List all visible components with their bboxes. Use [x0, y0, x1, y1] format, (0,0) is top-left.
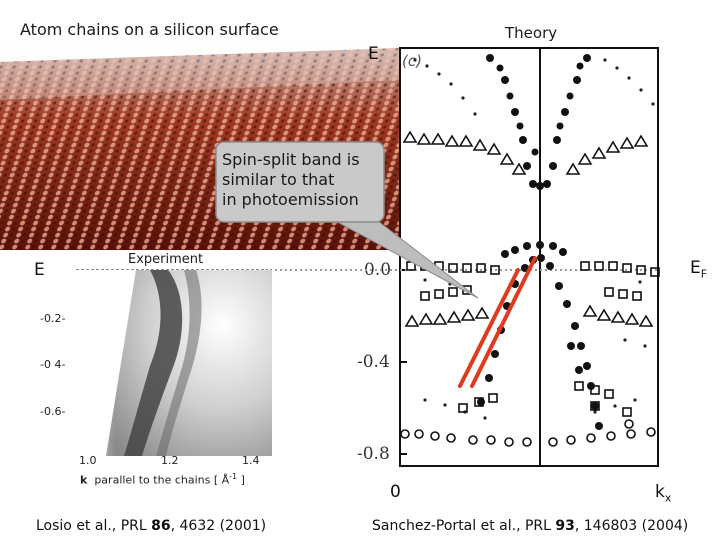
- theory-ytick-1: -0.4: [357, 352, 390, 372]
- exp-ytick-0: -0.2-: [40, 312, 66, 325]
- callout-bubble: [215, 141, 479, 299]
- red-band-lines: [458, 256, 537, 388]
- exp-ytick-2: -0.6-: [40, 405, 66, 418]
- exp-ytick-1: -0 4-: [40, 358, 66, 371]
- right-title: Theory: [505, 24, 558, 42]
- exp-x-axis-label: k parallel to the chains [ Å-1 ]: [80, 472, 245, 487]
- theory-energy-label: E: [368, 44, 379, 64]
- experiment-photoemission-image: [76, 270, 272, 456]
- callout-text: Spin-split band is similar to that in ph…: [222, 150, 360, 209]
- theory-frame: [399, 47, 659, 467]
- theory-ytick-2: -0.8: [357, 444, 390, 464]
- reference-left: Losio et al., PRL 86, 4632 (2001): [36, 518, 267, 534]
- theory-x-kx: kx: [655, 482, 672, 505]
- exp-xtick-0: 1.0: [79, 454, 97, 467]
- exp-xtick-1: 1.2: [161, 454, 179, 467]
- experiment-energy-label: E: [34, 260, 45, 280]
- theory-panel-tag: (c): [402, 52, 422, 70]
- theory-band-plot: [399, 47, 660, 467]
- reference-right: Sanchez-Portal et al., PRL 93, 146803 (2…: [372, 518, 689, 534]
- experiment-label: Experiment: [128, 252, 204, 267]
- theory-ytick-0: 0.0: [364, 260, 392, 280]
- fermi-label: EF: [690, 258, 708, 281]
- theory-x-zero: 0: [390, 482, 401, 502]
- left-title: Atom chains on a silicon surface: [20, 20, 279, 39]
- exp-xtick-2: 1.4: [242, 454, 260, 467]
